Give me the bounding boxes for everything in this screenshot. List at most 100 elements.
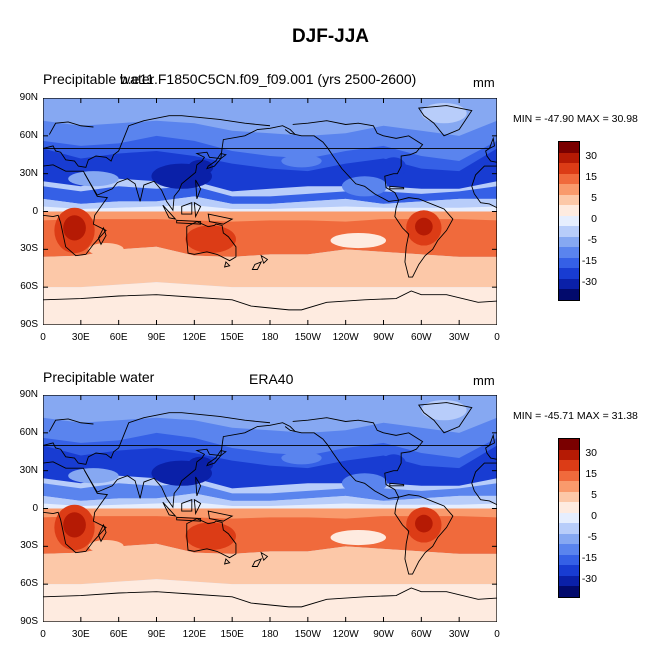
colorbar-swatch [559, 215, 579, 226]
coastline [285, 121, 422, 202]
colorbar-label: -30 [581, 275, 597, 288]
x-tick-label: 30W [448, 629, 470, 640]
coastline [43, 462, 107, 553]
field-blob [63, 215, 86, 241]
coastline [163, 502, 176, 516]
coastline [252, 262, 261, 270]
field-blob [421, 103, 467, 124]
colorbar-swatch [559, 523, 579, 534]
coastline [85, 423, 296, 507]
y-tick-label: 90N [19, 92, 38, 103]
colorbar-swatch [559, 226, 579, 237]
field-band [43, 516, 497, 554]
field-blob [185, 522, 236, 551]
field-blob [380, 454, 407, 475]
field-blob [415, 514, 433, 533]
colorbar-label: 15 [585, 467, 597, 480]
x-tick-label: 120W [332, 629, 359, 640]
colorbar-label: -15 [581, 254, 597, 267]
colorbar-label: -5 [587, 233, 597, 246]
coastline [194, 500, 200, 514]
colorbar-swatch [559, 449, 579, 460]
coastline [177, 517, 201, 521]
colorbar-swatch [559, 289, 579, 300]
colorbar-swatch [559, 575, 579, 586]
colorbar-swatch [559, 268, 579, 279]
x-tick-label: 0 [494, 332, 500, 343]
field-blob [415, 217, 433, 236]
colorbar-label: -5 [587, 530, 597, 543]
x-tick-label: 90W [373, 332, 394, 343]
coastline [395, 198, 453, 277]
field-band [43, 246, 497, 288]
colorbar-swatch [559, 565, 579, 576]
field-blob [68, 171, 119, 187]
coastline [489, 138, 494, 148]
colorbar-swatch [559, 439, 579, 450]
field-band [43, 205, 497, 212]
panel2-min-max: MIN = -45.71 MAX = 31.38 [513, 410, 638, 422]
panel1-left-title: Precipitable water [43, 71, 155, 87]
colorbar-swatch [559, 236, 579, 247]
coastline [43, 588, 497, 607]
coastline [261, 553, 267, 561]
colorbar-swatch [559, 205, 579, 216]
panel2-left-title: Precipitable water [43, 369, 155, 385]
x-tick-label: 30W [448, 332, 470, 343]
coastline [182, 500, 192, 511]
coastline [85, 126, 296, 210]
y-tick-label: 60S [20, 281, 38, 293]
coastline [225, 559, 230, 564]
panel1-center-title: b.e11.F1850C5CN.f09_f09.001 (yrs 2500-26… [120, 71, 417, 87]
coastline [187, 222, 236, 261]
coastline [261, 256, 267, 264]
y-tick-label: 60N [19, 426, 38, 438]
x-tick-label: 30E [71, 629, 90, 640]
coastline [43, 445, 497, 459]
y-tick-label: 30S [20, 243, 38, 255]
coastline [196, 180, 201, 199]
coastline [390, 483, 404, 486]
coastline [472, 166, 497, 208]
field-blob [330, 232, 387, 249]
colorbar-label: -30 [581, 572, 597, 585]
colorbar-label: 5 [591, 488, 597, 501]
x-tick-label: 30E [71, 332, 90, 343]
y-tick-label: 90S [20, 319, 38, 330]
x-tick-label: 120E [182, 629, 206, 640]
field-band [43, 186, 497, 204]
colorbar-label: 15 [585, 170, 597, 183]
panel2-map [43, 395, 497, 622]
x-tick-label: 90E [147, 629, 166, 640]
x-tick-label: 0 [40, 332, 46, 343]
coastline [43, 291, 497, 310]
y-tick-label: 90N [19, 389, 38, 400]
x-tick-label: 60E [109, 629, 128, 640]
field-blob [281, 154, 322, 168]
field-band [43, 579, 497, 622]
coastline [489, 435, 494, 445]
coastline [419, 403, 472, 433]
colorbar-swatch [559, 460, 579, 471]
field-blob [188, 456, 214, 472]
field-blob [88, 540, 124, 553]
coastline [163, 205, 176, 219]
colorbar-swatch [559, 142, 579, 153]
field-band [43, 282, 497, 325]
coastline [419, 106, 472, 136]
colorbar-swatch [559, 184, 579, 195]
colorbar-swatch [559, 544, 579, 555]
colorbar-swatch [559, 554, 579, 565]
colorbar-label: 5 [591, 191, 597, 204]
colorbar-swatch [559, 481, 579, 492]
x-tick-label: 180 [261, 629, 279, 640]
y-tick-label: 90S [20, 616, 38, 627]
coastline [208, 214, 232, 224]
x-tick-label: 0 [494, 629, 500, 640]
x-tick-label: 120E [182, 332, 206, 343]
y-tick-label: 30N [19, 167, 38, 179]
field-blob [330, 529, 387, 546]
figure-title: DJF-JJA [291, 26, 370, 47]
coastline [225, 262, 230, 267]
colorbar-label: 30 [585, 149, 597, 162]
